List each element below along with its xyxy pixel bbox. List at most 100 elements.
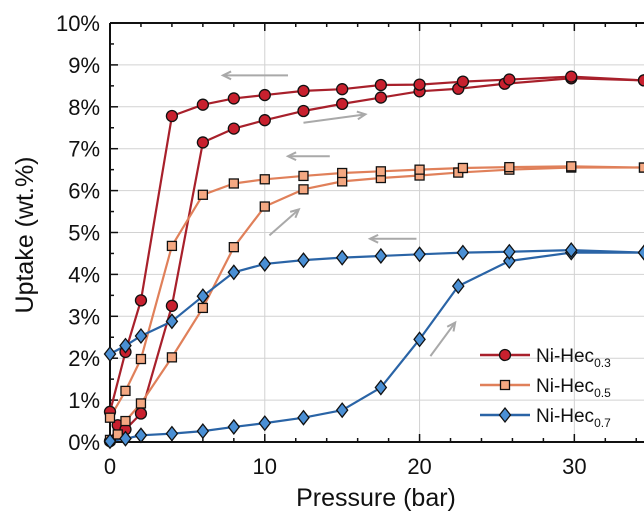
- series-2-desorption-point: [503, 243, 516, 260]
- series-1-desorption-point: [104, 412, 116, 423]
- series-0-adsorption-point: [165, 299, 179, 312]
- series-2-adsorption-point: [196, 423, 210, 440]
- legend-label: Ni-Hec0.5: [536, 376, 611, 400]
- y-tick-label: 1%: [68, 388, 100, 413]
- series-2-desorption-line: [109, 248, 644, 355]
- series-0-adsorption-point: [134, 407, 148, 420]
- series-1-adsorption-point: [166, 352, 178, 363]
- series-2-desorption-point: [103, 345, 117, 363]
- series-0-adsorption-line: [109, 77, 644, 442]
- legend-entry: Ni-Hec0.5: [480, 376, 611, 400]
- y-tick-label: 8%: [68, 95, 100, 120]
- series-1-desorption-point: [504, 161, 515, 173]
- x-tick-label: 20: [407, 454, 431, 479]
- series-0-desorption-point: [258, 88, 271, 102]
- adsorption-arrow: [303, 110, 368, 124]
- series-0-desorption-point: [196, 98, 210, 111]
- series-0-adsorption-point: [297, 104, 310, 118]
- legend-marker: [499, 379, 511, 391]
- series-2-desorption-point: [374, 247, 388, 265]
- series-2-adsorption-point: [258, 415, 272, 432]
- series-2-adsorption-point: [374, 379, 388, 396]
- legend-entry: Ni-Hec0.3: [480, 346, 611, 370]
- tick-labels: 0 10 20 30 0% 1% 2% 3% 4% 5% 6% 7% 8% 9% 10%: [56, 11, 587, 479]
- series-0-adsorption-point: [336, 97, 349, 111]
- series-1-adsorption-point: [337, 176, 348, 187]
- series-1-adsorption-point: [259, 201, 270, 212]
- desorption-arrow: [367, 233, 417, 244]
- desorption-arrow: [285, 151, 330, 162]
- series-1-desorption-point: [414, 164, 425, 175]
- series-1-desorption-point: [197, 189, 209, 200]
- x-axis-title: Pressure (bar): [296, 484, 456, 512]
- arrows: [220, 70, 457, 357]
- series-2-adsorption-point: [134, 427, 148, 444]
- series-0-desorption-point: [456, 75, 470, 88]
- legend: Ni-Hec0.3 Ni-Hec0.5 Ni-Hec0.7: [480, 346, 611, 430]
- axes: [109, 22, 644, 443]
- series-1-desorption-point: [135, 353, 147, 365]
- series-0-desorption-point: [336, 83, 349, 96]
- series-1-adsorption-point: [197, 302, 209, 314]
- series-2-desorption-point: [134, 327, 148, 345]
- series-2-adsorption-point: [503, 252, 516, 270]
- legend-marker: [498, 348, 512, 362]
- series-2-desorption-point: [165, 313, 179, 330]
- series-1-adsorption-point: [298, 184, 309, 195]
- y-tick-label: 10%: [56, 11, 100, 36]
- y-tick-label: 4%: [68, 262, 100, 287]
- legend-marker: [498, 406, 512, 424]
- series-0-desorption-point: [503, 73, 516, 86]
- series-1-adsorption-line: [109, 166, 644, 441]
- series-1-desorption-point: [259, 174, 270, 185]
- series-1-desorption-point: [228, 178, 239, 189]
- series-1-desorption-point: [566, 161, 577, 172]
- series-2-adsorption-point: [165, 425, 179, 442]
- legend-label: Ni-Hec0.3: [536, 346, 611, 370]
- y-tick-label: 9%: [68, 53, 100, 78]
- series-2-adsorption-point: [335, 402, 349, 419]
- x-tick-label: 0: [104, 454, 116, 479]
- series-1-adsorption-point: [120, 415, 131, 427]
- series-1-adsorption-point: [112, 429, 123, 440]
- series-0-desorption-point: [637, 74, 644, 87]
- series-1-desorption-point: [638, 162, 644, 173]
- series-0-desorption-point: [565, 70, 578, 83]
- series-2-adsorption-point: [103, 433, 117, 450]
- y-tick-label: 2%: [68, 346, 100, 371]
- series-2-desorption-point: [413, 246, 426, 263]
- series-0-desorption-point: [413, 78, 426, 91]
- series-1-desorption-point: [166, 240, 178, 252]
- y-tick-label: 7%: [68, 137, 100, 162]
- y-tick-label: 5%: [68, 221, 100, 246]
- series-0-desorption-point: [297, 84, 310, 98]
- series-2-desorption-point: [297, 252, 310, 269]
- series-2-desorption-point: [196, 288, 210, 305]
- series-2-adsorption-point: [451, 278, 465, 295]
- series-1-adsorption-point: [135, 398, 147, 409]
- series-0-desorption-point: [374, 78, 388, 92]
- y-tick-label: 0%: [68, 430, 100, 455]
- series-1-desorption-point: [457, 162, 469, 174]
- series-markers: [103, 70, 644, 450]
- series-1-desorption-point: [298, 170, 309, 182]
- series-0-desorption-point: [134, 294, 148, 307]
- series-0-adsorption-point: [196, 136, 210, 149]
- series-2-desorption-point: [258, 255, 272, 272]
- series-2-desorption-point: [456, 244, 470, 261]
- series-1-desorption-point: [120, 385, 131, 397]
- y-axis-title: Uptake (wt.%): [11, 157, 39, 314]
- series-2-desorption-point: [637, 244, 644, 261]
- adsorption-arrow: [429, 320, 457, 357]
- series-0-adsorption-point: [258, 114, 271, 127]
- series-2-adsorption-point: [119, 430, 132, 447]
- desorption-arrow: [220, 70, 288, 81]
- series-2-desorption-point: [564, 242, 578, 259]
- series-0-adsorption-point: [227, 122, 240, 135]
- x-tick-label: 10: [253, 454, 277, 479]
- series-2-adsorption-point: [227, 418, 241, 435]
- series-2-desorption-point: [119, 337, 132, 354]
- legend-label: Ni-Hec0.7: [536, 406, 611, 430]
- series-0-desorption-point: [165, 109, 179, 123]
